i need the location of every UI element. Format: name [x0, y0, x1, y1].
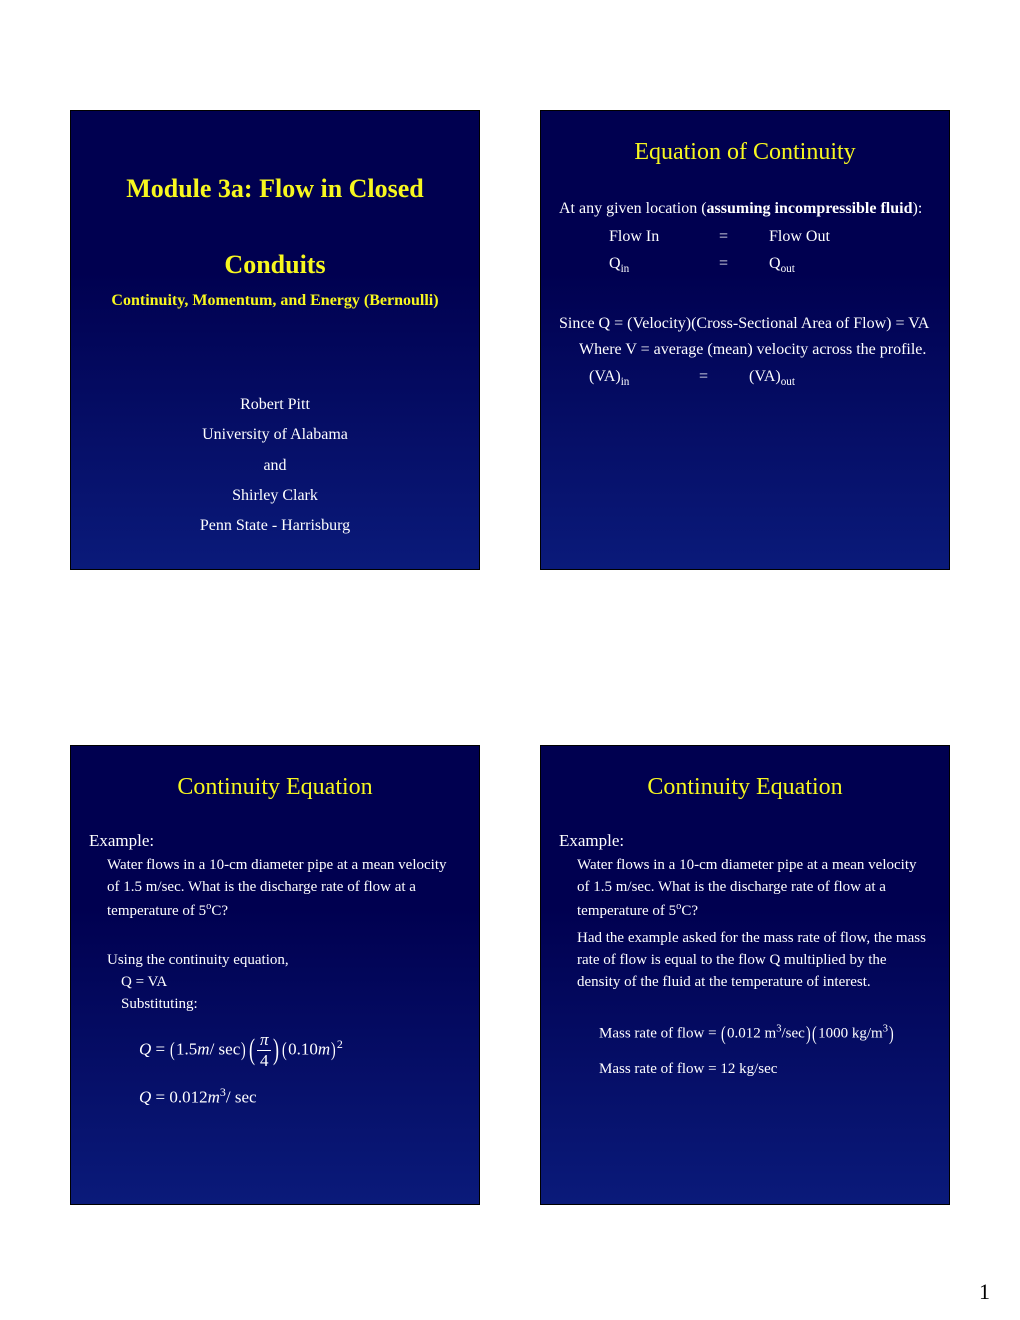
- num: 0.10: [288, 1039, 318, 1058]
- text: (VA): [749, 368, 781, 385]
- text: Water flows in a 10-cm diameter pipe at …: [107, 857, 447, 919]
- text-line: Since Q = (Velocity)(Cross-Sectional Are…: [559, 311, 931, 337]
- num: = 0.012: [151, 1087, 207, 1106]
- num: 1000 kg/m: [818, 1025, 883, 1041]
- text-line: At any given location (assuming incompre…: [559, 196, 931, 222]
- text: Q: [769, 255, 781, 272]
- paren-icon: ): [331, 1039, 336, 1062]
- unit: /sec: [781, 1025, 804, 1041]
- unit: m: [197, 1039, 209, 1058]
- text: Q: [609, 255, 621, 272]
- slide-heading: Equation of Continuity: [559, 139, 931, 166]
- text: C?: [211, 903, 228, 919]
- unit: / sec: [210, 1039, 241, 1058]
- subscript: out: [781, 263, 795, 275]
- numerator: π: [257, 1030, 272, 1051]
- spacer: [89, 922, 461, 950]
- eq-lhs: Flow In: [609, 224, 719, 250]
- equation: Mass rate of flow = (0.012 m3/sec)(1000 …: [599, 1014, 931, 1054]
- text-line: Had the example asked for the mass rate …: [577, 928, 931, 993]
- eq-sign: =: [151, 1039, 169, 1058]
- unit: m: [318, 1039, 330, 1058]
- example-label: Example:: [559, 831, 931, 851]
- num: 0.012 m: [727, 1025, 776, 1041]
- unit: / sec: [226, 1087, 257, 1106]
- author-name: Robert Pitt: [89, 390, 461, 420]
- num: 1.5: [176, 1039, 197, 1058]
- author-and: and: [89, 451, 461, 481]
- eq-rhs: Qout: [769, 251, 931, 279]
- text-bold: assuming incompressible fluid: [707, 200, 913, 217]
- eq-eq: =: [719, 251, 769, 279]
- page-number: 1: [979, 1279, 990, 1305]
- module-title-line1: Module 3a: Flow in Closed: [89, 171, 461, 207]
- eq-rhs: Flow Out: [769, 224, 931, 250]
- slide-title: Module 3a: Flow in Closed Conduits Conti…: [70, 110, 480, 570]
- denominator: 4: [257, 1051, 272, 1071]
- slide-continuity: Equation of Continuity At any given loca…: [540, 110, 950, 570]
- author-affiliation: University of Alabama: [89, 420, 461, 450]
- var: Q: [139, 1039, 151, 1058]
- example-label: Example:: [89, 831, 461, 851]
- example-prompt: Water flows in a 10-cm diameter pipe at …: [577, 855, 931, 922]
- paren-icon: (: [812, 1014, 817, 1054]
- equation: Q = (1.5m/ sec)(π4)(0.10m)2: [139, 1030, 461, 1071]
- subscript: in: [621, 263, 630, 275]
- paren-icon: ): [889, 1014, 894, 1054]
- paren-icon: (: [170, 1039, 175, 1062]
- equation: Mass rate of flow = 12 kg/sec: [599, 1054, 931, 1084]
- text-line: Using the continuity equation,: [107, 950, 461, 972]
- slide-body: At any given location (assuming incompre…: [559, 196, 931, 393]
- eq-rhs: (VA)out: [749, 364, 931, 392]
- equation: Q = 0.012m3/ sec: [139, 1085, 461, 1108]
- paren-icon: ): [806, 1014, 811, 1054]
- text: (VA): [589, 368, 621, 385]
- slide-example2: Continuity Equation Example: Water flows…: [540, 745, 950, 1205]
- authors-block: Robert Pitt University of Alabama and Sh…: [89, 390, 461, 542]
- superscript: 2: [337, 1036, 343, 1050]
- slide-heading: Continuity Equation: [89, 774, 461, 801]
- var: Q: [139, 1087, 151, 1106]
- subscript: out: [781, 377, 795, 389]
- equation-row: Qin = Qout: [609, 251, 931, 279]
- author-affiliation: Penn State - Harrisburg: [89, 511, 461, 541]
- module-subtitle: Continuity, Momentum, and Energy (Bernou…: [89, 292, 461, 310]
- slide-example1: Continuity Equation Example: Water flows…: [70, 745, 480, 1205]
- paren-icon: (: [249, 1036, 255, 1064]
- spacer: [559, 281, 931, 311]
- text-line: Substituting:: [121, 994, 461, 1016]
- equation-row: Flow In = Flow Out: [609, 224, 931, 250]
- fraction: π4: [257, 1030, 272, 1071]
- handout-page: Module 3a: Flow in Closed Conduits Conti…: [0, 0, 1020, 1320]
- text: At any given location (: [559, 200, 707, 217]
- paren-icon: ): [241, 1039, 246, 1062]
- example-prompt: Water flows in a 10-cm diameter pipe at …: [107, 855, 461, 922]
- module-title-line2: Conduits: [89, 247, 461, 283]
- text: ):: [912, 200, 922, 217]
- eq-eq: =: [719, 224, 769, 250]
- slide-heading: Continuity Equation: [559, 774, 931, 801]
- eq-lhs: Qin: [609, 251, 719, 279]
- equation-row: (VA)in = (VA)out: [589, 364, 931, 392]
- eq-lhs: (VA)in: [589, 364, 699, 392]
- paren-icon: ): [273, 1036, 279, 1064]
- label: Mass rate of flow =: [599, 1025, 720, 1041]
- eq-eq: =: [699, 364, 749, 392]
- mass-flow-block: Mass rate of flow = (0.012 m3/sec)(1000 …: [599, 1014, 931, 1084]
- text-line: Q = VA: [121, 972, 461, 994]
- author-name: Shirley Clark: [89, 481, 461, 511]
- text: Water flows in a 10-cm diameter pipe at …: [577, 857, 917, 919]
- text-line: Where V = average (mean) velocity across…: [579, 337, 931, 363]
- unit: m: [208, 1087, 220, 1106]
- subscript: in: [621, 377, 630, 389]
- paren-icon: (: [282, 1039, 287, 1062]
- text: C?: [681, 903, 698, 919]
- superscript: 3: [883, 1023, 888, 1034]
- paren-icon: (: [721, 1014, 726, 1054]
